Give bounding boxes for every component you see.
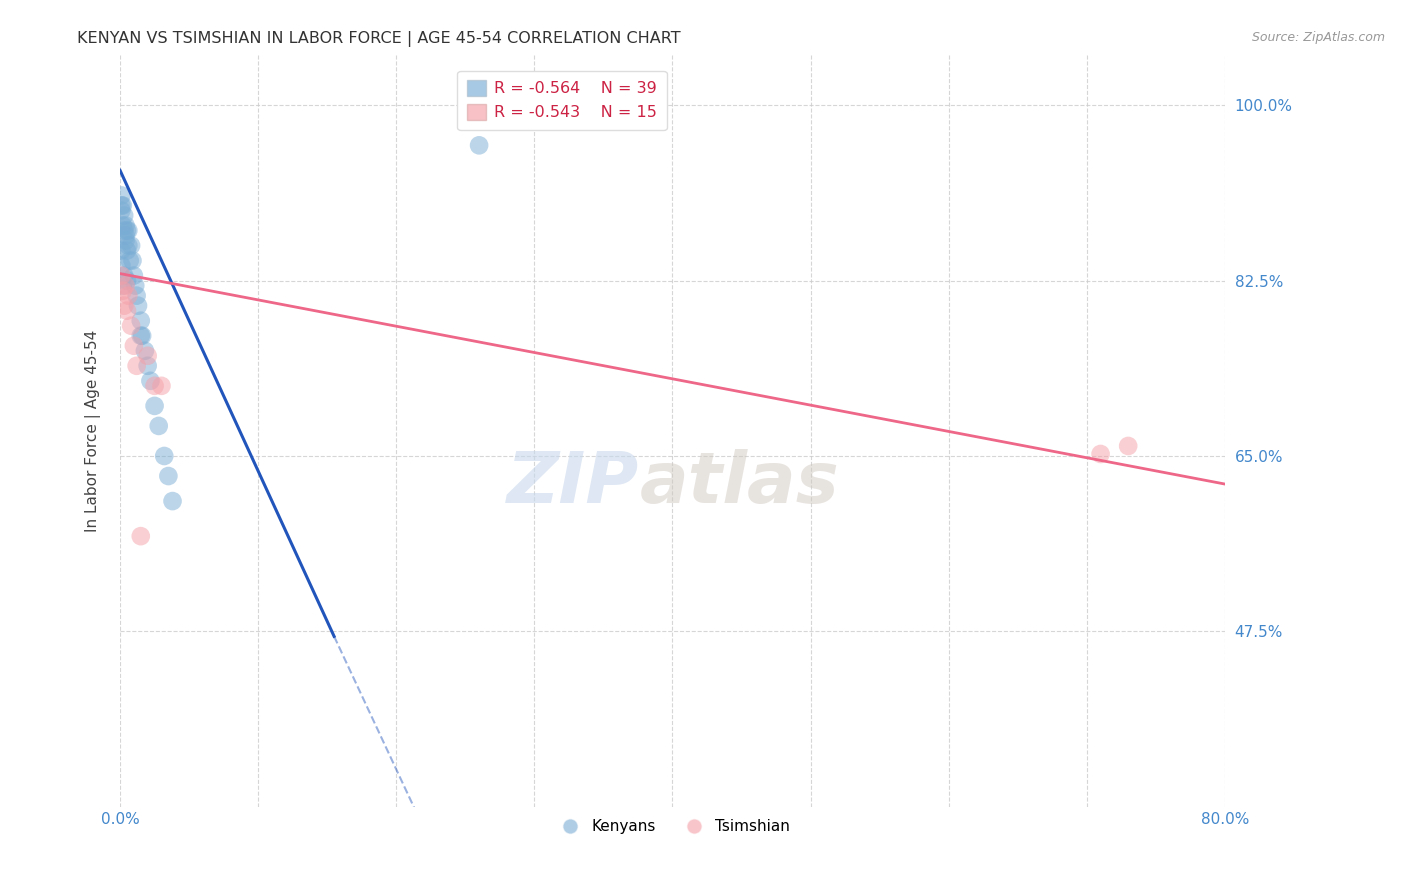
Point	[110, 268, 132, 283]
Point	[134, 343, 156, 358]
Point	[127, 299, 149, 313]
Point	[114, 234, 136, 248]
Point	[111, 198, 134, 212]
Point	[124, 278, 146, 293]
Point	[153, 449, 176, 463]
Point	[139, 374, 162, 388]
Point	[129, 314, 152, 328]
Point	[114, 278, 136, 293]
Point	[122, 268, 145, 283]
Point	[117, 238, 139, 252]
Point	[162, 494, 184, 508]
Point	[122, 339, 145, 353]
Point	[121, 253, 143, 268]
Point	[136, 349, 159, 363]
Point	[129, 328, 152, 343]
Point	[112, 268, 135, 283]
Point	[115, 244, 138, 258]
Point	[120, 318, 142, 333]
Point	[117, 223, 139, 237]
Point	[136, 359, 159, 373]
Point	[118, 253, 141, 268]
Point	[1116, 439, 1139, 453]
Point	[129, 529, 152, 543]
Point	[112, 299, 135, 313]
Point	[468, 138, 491, 153]
Text: Source: ZipAtlas.com: Source: ZipAtlas.com	[1251, 31, 1385, 45]
Text: ZIP: ZIP	[508, 449, 640, 518]
Point	[115, 274, 138, 288]
Point	[120, 238, 142, 252]
Legend: Kenyans, Tsimshian: Kenyans, Tsimshian	[548, 814, 796, 840]
Point	[125, 359, 148, 373]
Point	[114, 228, 136, 243]
Point	[150, 379, 173, 393]
Point	[111, 284, 134, 298]
Y-axis label: In Labor Force | Age 45-54: In Labor Force | Age 45-54	[86, 330, 101, 532]
Point	[110, 188, 132, 202]
Point	[157, 469, 180, 483]
Point	[125, 288, 148, 302]
Text: atlas: atlas	[640, 449, 839, 518]
Point	[111, 278, 134, 293]
Point	[114, 219, 136, 233]
Point	[131, 328, 153, 343]
Point	[110, 203, 132, 218]
Point	[111, 219, 134, 233]
Point	[1090, 447, 1112, 461]
Point	[143, 399, 166, 413]
Point	[110, 198, 132, 212]
Point	[117, 288, 139, 302]
Point	[110, 259, 132, 273]
Point	[148, 418, 170, 433]
Point	[115, 303, 138, 318]
Point	[110, 244, 132, 258]
Point	[115, 223, 138, 237]
Point	[112, 209, 135, 223]
Point	[112, 223, 135, 237]
Text: KENYAN VS TSIMSHIAN IN LABOR FORCE | AGE 45-54 CORRELATION CHART: KENYAN VS TSIMSHIAN IN LABOR FORCE | AGE…	[77, 31, 681, 47]
Point	[143, 379, 166, 393]
